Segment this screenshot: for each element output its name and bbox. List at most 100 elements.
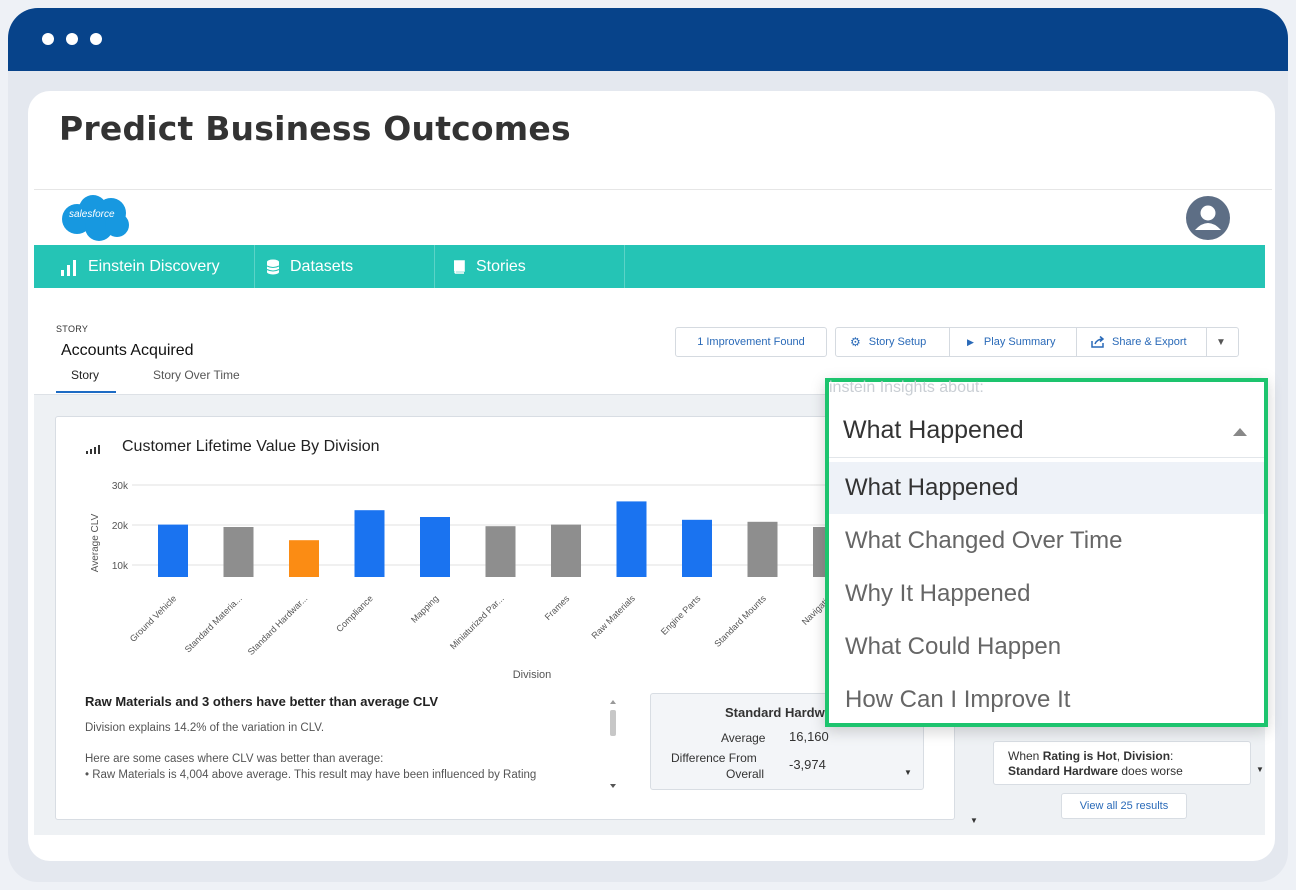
chart-bar bbox=[420, 517, 450, 577]
result-text: does worse bbox=[1118, 764, 1183, 778]
database-icon bbox=[266, 259, 280, 274]
insight-headline: Raw Materials and 3 others have better t… bbox=[85, 694, 439, 709]
chart-bar bbox=[485, 526, 516, 577]
result-text: When bbox=[1008, 749, 1043, 763]
insight-scrollbar[interactable] bbox=[608, 698, 618, 790]
result-text: : bbox=[1170, 749, 1174, 763]
y-tick-label: 20k bbox=[112, 521, 129, 532]
play-summary-button[interactable]: ▶ Play Summary bbox=[967, 328, 1055, 356]
salesforce-logo-icon[interactable] bbox=[59, 195, 131, 241]
x-tick-label: Mapping bbox=[409, 593, 440, 624]
insight-line: Division explains 14.2% of the variation… bbox=[85, 722, 325, 734]
nav-divider bbox=[624, 245, 625, 288]
tab-story[interactable]: Story bbox=[71, 368, 100, 382]
bar-chart-icon bbox=[61, 259, 76, 276]
x-tick-label: Engine Parts bbox=[659, 593, 703, 637]
nav-label: Einstein Discovery bbox=[88, 257, 220, 275]
tab-story-over-time[interactable]: Story Over Time bbox=[153, 368, 240, 382]
more-actions-button[interactable]: ▼ bbox=[1216, 328, 1226, 356]
insight-line: • Raw Materials is 4,004 above average. … bbox=[85, 769, 537, 781]
stat-diff-label: Overall bbox=[726, 767, 765, 781]
dropdown-option-what-changed-over-time[interactable]: What Changed Over Time bbox=[845, 527, 1123, 554]
dropdown-option-what-happened[interactable]: What Happened bbox=[829, 462, 1264, 514]
chart-bar bbox=[747, 521, 778, 577]
nav-label: Datasets bbox=[290, 257, 354, 275]
chart-title: Customer Lifetime Value By Division bbox=[122, 438, 380, 455]
nav-divider bbox=[254, 245, 255, 288]
toolbar-divider bbox=[949, 328, 950, 356]
result-text-bold: Division bbox=[1123, 749, 1171, 763]
salesforce-app: salesforce Einstein Discovery bbox=[34, 189, 1272, 849]
result-text-bold: Rating is Hot bbox=[1042, 749, 1117, 763]
scroll-down-icon[interactable]: ▼ bbox=[904, 768, 912, 777]
result-card[interactable]: When Rating is Hot, Division: Standard H… bbox=[993, 741, 1251, 785]
dropdown-divider bbox=[829, 457, 1264, 458]
active-tab-indicator bbox=[56, 391, 116, 393]
scroll-down-icon[interactable]: ▼ bbox=[970, 816, 978, 825]
window-dot-icon bbox=[90, 33, 102, 45]
insights-dropdown[interactable]: instein Insights about: What Happened Wh… bbox=[825, 378, 1268, 727]
dropdown-selected-value[interactable]: What Happened bbox=[843, 416, 1024, 444]
logo-text: salesforce bbox=[69, 209, 115, 220]
improvement-found-button[interactable]: 1 Improvement Found bbox=[675, 327, 827, 357]
chevron-up-icon[interactable] bbox=[1233, 428, 1247, 436]
stat-diff-label: Difference From bbox=[671, 751, 757, 765]
x-tick-label: Raw Materials bbox=[590, 593, 638, 641]
user-avatar[interactable] bbox=[1186, 196, 1230, 240]
chart-bar bbox=[158, 524, 188, 577]
x-tick-label: Ground Vehicle bbox=[128, 593, 179, 644]
y-axis-label: Average CLV bbox=[90, 513, 101, 572]
toolbar-divider bbox=[1206, 328, 1207, 356]
story-name: Accounts Acquired bbox=[61, 342, 194, 359]
chart-bar bbox=[551, 524, 581, 577]
x-tick-label: Compliance bbox=[334, 593, 375, 634]
toolbar-divider bbox=[1076, 328, 1077, 356]
x-axis-label: Division bbox=[513, 669, 552, 681]
bar-chart-icon bbox=[86, 445, 100, 454]
dropdown-option-how-can-i-improve-it[interactable]: How Can I Improve It bbox=[845, 686, 1071, 713]
y-tick-label: 30k bbox=[112, 481, 129, 492]
result-text: , bbox=[1116, 749, 1124, 763]
y-tick-label: 10k bbox=[112, 561, 129, 572]
play-icon: ▶ bbox=[967, 336, 974, 347]
tab-divider bbox=[34, 394, 1265, 395]
user-icon bbox=[1195, 205, 1221, 230]
x-tick-label: Standard Hardwar... bbox=[246, 593, 310, 657]
chart-bar bbox=[682, 519, 712, 577]
play-summary-label: Play Summary bbox=[983, 336, 1056, 348]
nav-item-einstein-discovery[interactable]: Einstein Discovery bbox=[60, 245, 220, 288]
window-titlebar bbox=[8, 8, 1288, 71]
story-setup-label: Story Setup bbox=[868, 336, 927, 348]
gear-icon: ⚙ bbox=[850, 335, 861, 349]
x-tick-label: Frames bbox=[543, 593, 572, 622]
stat-title: Standard Hardw bbox=[725, 705, 825, 720]
view-all-results-button[interactable]: View all 25 results bbox=[1061, 793, 1187, 819]
story-tag: STORY bbox=[56, 324, 89, 334]
insight-line: Here are some cases where CLV was better… bbox=[85, 753, 384, 765]
dropdown-option-why-it-happened[interactable]: Why It Happened bbox=[845, 580, 1031, 607]
chart-card: Customer Lifetime Value By Division 30k 2… bbox=[55, 416, 955, 820]
chart-bar bbox=[223, 527, 254, 577]
page-title: Predict Business Outcomes bbox=[59, 109, 571, 148]
dropdown-hint: instein Insights about: bbox=[829, 379, 984, 396]
chevron-down-icon: ▼ bbox=[1216, 336, 1226, 348]
dropdown-option-what-could-happen[interactable]: What Could Happen bbox=[845, 633, 1062, 660]
stat-average-value: 16,160 bbox=[789, 729, 829, 744]
window-dot-icon bbox=[66, 33, 78, 45]
book-icon bbox=[454, 259, 465, 274]
result-text-bold: Standard Hardware bbox=[1008, 764, 1119, 778]
nav-item-datasets[interactable]: Datasets bbox=[266, 245, 353, 288]
x-tick-label: Standard Materia... bbox=[183, 593, 244, 654]
share-export-button[interactable]: Share & Export bbox=[1091, 328, 1187, 356]
story-actions-group: ⚙ Story Setup ▶ Play Summary Share & Exp… bbox=[835, 327, 1239, 357]
x-tick-label: Standard Mounts bbox=[712, 593, 768, 649]
scroll-down-icon[interactable]: ▼ bbox=[1256, 765, 1264, 774]
share-export-label: Share & Export bbox=[1112, 336, 1187, 348]
nav-item-stories[interactable]: Stories bbox=[452, 245, 526, 288]
chart-bar bbox=[616, 501, 647, 577]
story-setup-button[interactable]: ⚙ Story Setup bbox=[850, 328, 926, 356]
insight-summary: Raw Materials and 3 others have better t… bbox=[85, 694, 595, 785]
nav-divider bbox=[434, 245, 435, 288]
stat-diff-value: -3,974 bbox=[789, 757, 826, 772]
